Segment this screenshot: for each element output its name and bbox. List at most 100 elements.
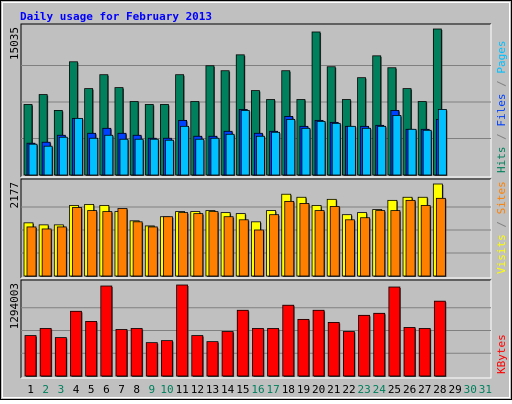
x-tick-label: 13 [206,383,219,396]
x-tick-label: 30 [464,383,477,396]
bar [132,221,143,277]
x-tick-label: 3 [58,383,65,396]
bar [145,342,158,377]
legend-entry: Pages [495,41,508,74]
bar [407,128,417,176]
bar [89,137,99,176]
panel-edge [21,179,492,279]
bar [70,310,82,377]
x-tick-label: 6 [103,383,110,396]
bar [24,335,37,377]
bar [420,205,431,277]
bar [134,138,144,176]
x-tick-label: 15 [236,383,249,396]
bar [85,320,98,377]
bar [254,229,264,277]
bar [147,226,158,277]
bar [104,134,114,176]
bar [39,328,52,377]
x-tick-label: 22 [342,383,355,396]
panel-edge [20,279,491,378]
x-tick-label: 29 [448,383,461,396]
bar [388,286,401,377]
x-tick-label: 24 [373,383,387,396]
bar [119,138,129,176]
bar [358,314,370,377]
legend: Visits / Sites [495,181,508,274]
bar [176,284,189,377]
x-tick-label: 19 [297,383,310,396]
bar [223,216,234,277]
bar [344,219,355,277]
bar [422,129,432,176]
bar [26,226,37,277]
x-tick-label: 21 [327,383,340,396]
bar [240,110,250,176]
bar [271,131,280,176]
x-tick-label: 26 [403,383,416,396]
bar [360,217,370,277]
x-tick-label: 8 [133,383,140,396]
x-tick-label: 18 [282,383,295,396]
bar [161,340,173,377]
bar [299,203,310,277]
bar [149,138,159,176]
bar [43,145,53,176]
bar [193,213,204,277]
inner-border [2,2,510,398]
legend-separator: / [495,127,508,147]
bar [435,197,446,277]
x-tick-label: 2 [42,383,49,396]
bar [208,211,219,277]
bar [210,137,220,176]
x-tick-label: 17 [267,383,280,396]
panel-edge [21,24,492,178]
bar [252,328,264,377]
bar [405,199,416,277]
panel-edge [20,178,491,278]
bar [329,206,340,277]
x-tick-label: 25 [388,383,401,396]
bar [74,117,83,176]
bar [117,208,128,277]
x-tick-label: 1 [27,383,34,396]
legend-entry: Visits [495,234,508,274]
x-tick-label: 11 [176,383,189,396]
bar [375,210,386,277]
bar [54,337,67,377]
bar [437,109,447,176]
bar [433,300,446,377]
x-tick-label: 5 [88,383,95,396]
bar [100,285,113,377]
bar [418,328,431,377]
bar [267,328,279,377]
bar [316,120,326,176]
y-tick-label: 2177 [8,182,21,209]
bar [225,133,235,176]
legend: KBytes [495,334,508,374]
bar [403,327,416,377]
legend-separator: / [495,214,508,234]
bar [377,125,387,176]
bar [327,322,340,377]
x-tick-label: 23 [358,383,371,396]
bar [269,214,279,277]
bar [390,210,401,277]
x-tick-label: 9 [149,383,156,396]
legend: Hits / Files / Pages [495,41,508,174]
legend-entry: Hits [495,147,508,174]
bar [206,341,219,377]
legend-entry: Sites [495,181,508,214]
bar [180,125,190,176]
bar [178,212,189,277]
bar [301,127,311,176]
panel-edge [20,23,491,177]
bar [58,136,68,176]
y-tick-label: 1294003 [8,283,21,329]
bar [195,138,205,176]
x-tick-label: 4 [73,383,80,396]
chart-title: Daily usage for February 2013 [20,10,212,23]
panel-edge [21,280,492,379]
bar [284,200,295,277]
